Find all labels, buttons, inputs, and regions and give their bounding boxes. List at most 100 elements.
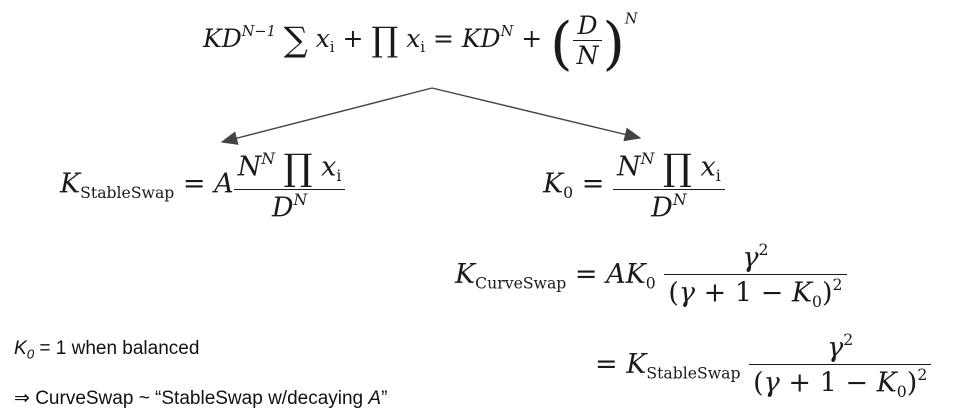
idx-i: i (715, 166, 721, 186)
var-k: K (543, 168, 564, 200)
plus-sign: + (788, 367, 812, 399)
exp-2: 2 (832, 274, 843, 294)
idx-i: i (420, 39, 425, 56)
sub-stableswap: StableSwap (80, 182, 175, 202)
var-gamma: γ (763, 367, 780, 399)
var-k: K (14, 338, 27, 359)
var-d: D (651, 192, 673, 224)
one: 1 (819, 367, 837, 399)
k-curveswap-equation-2: = KStableSwap γ2 (γ + 1 − K0)2 (595, 330, 932, 401)
equals-sign: = (432, 23, 454, 53)
exp-n: N (672, 190, 687, 209)
equals-sign: = (595, 348, 618, 380)
var-k: K (461, 23, 481, 53)
equals-sign: = (182, 168, 206, 200)
var-k: K (625, 258, 646, 290)
sum-symbol: ∑ (283, 19, 308, 59)
frac-den-n: N (572, 39, 603, 70)
denominator: (γ + 1 − K0)2 (749, 363, 932, 401)
k-stableswap-equation: KStableSwap = A NN ∏ xi DN (60, 146, 346, 224)
minus-sign: − (845, 367, 869, 399)
product-symbol: ∏ (283, 146, 313, 189)
k0-equation: K0 = NN ∏ xi DN (543, 146, 725, 224)
var-k: K (791, 277, 813, 309)
paren-open: ( (668, 277, 679, 309)
exp-n-minus-1: N−1 (241, 24, 276, 41)
conclusion-prefix: ⇒ CurveSwap ~ “StableSwap w/decaying (14, 388, 369, 409)
plus-sign: + (342, 23, 364, 53)
minus-sign: − (760, 277, 784, 309)
sub-0: 0 (563, 182, 574, 202)
plus-sign: + (703, 277, 727, 309)
var-a: A (214, 168, 234, 200)
exp-n: N (261, 148, 275, 168)
arrow-left (220, 87, 433, 145)
var-a: A (606, 258, 626, 290)
exp-n: N (500, 24, 514, 41)
var-k: K (876, 367, 897, 399)
denominator: DN (612, 189, 725, 224)
exp-n: N (293, 190, 308, 209)
exp-2: 2 (917, 364, 928, 384)
var-x: x (315, 23, 330, 53)
var-x: x (406, 23, 421, 53)
sub-0: 0 (26, 346, 35, 362)
product-symbol: ∏ (662, 146, 692, 189)
product-symbol: ∏ (371, 19, 399, 59)
var-gamma: γ (678, 277, 696, 309)
main-invariant-equation: KDN−1 ∑ xi + ∏ xi = KDN + (D N)N (203, 10, 638, 77)
exp-n: N (640, 148, 655, 168)
sub-0: 0 (896, 381, 907, 401)
equals-sign: = (574, 258, 598, 290)
arrow-right (431, 87, 642, 142)
var-k: K (60, 168, 81, 200)
plus-sign: + (521, 23, 543, 53)
paren-close: ) (822, 277, 833, 309)
right-paren: ) (602, 10, 625, 77)
var-k: K (626, 348, 647, 380)
var-d: D (221, 23, 242, 53)
var-x: x (700, 151, 716, 183)
idx-i: i (336, 166, 342, 186)
left-paren: ( (550, 10, 573, 77)
var-d: D (480, 23, 501, 53)
exp-2: 2 (843, 330, 854, 349)
numerator: γ2 (749, 330, 931, 364)
denominator: DN (233, 189, 346, 224)
sub-stableswap: StableSwap (646, 363, 741, 383)
sub-0: 0 (812, 291, 822, 311)
idx-i: i (329, 39, 335, 56)
sub-0: 0 (645, 273, 656, 293)
var-k: K (455, 258, 476, 290)
outer-exp-n: N (624, 11, 638, 28)
sub-curveswap: CurveSwap (475, 273, 567, 293)
paren-open: ( (753, 367, 764, 399)
denominator: (γ + 1 − K0)2 (664, 273, 847, 311)
equals-sign: = (581, 168, 605, 200)
one: 1 (734, 277, 753, 309)
var-n: N (616, 151, 641, 183)
numerator: NN ∏ xi (613, 146, 725, 189)
k0-balanced-note: K0 = 1 when balanced (14, 338, 199, 362)
gamma-fraction: γ2 (γ + 1 − K0)2 (749, 330, 932, 401)
frac-num-d: D (577, 10, 598, 40)
var-gamma: γ (742, 242, 759, 274)
exp-2: 2 (758, 240, 769, 259)
stableswap-fraction: NN ∏ xi DN (233, 146, 346, 224)
paren-close: ) (906, 367, 918, 399)
var-k: K (203, 23, 222, 53)
var-n: N (237, 151, 262, 183)
var-gamma: γ (827, 332, 844, 364)
var-x: x (321, 151, 337, 183)
note-text: = 1 when balanced (34, 338, 200, 359)
conclusion-note: ⇒ CurveSwap ~ “StableSwap w/decaying A” (14, 387, 387, 410)
k0-fraction: NN ∏ xi DN (612, 146, 725, 224)
numerator: γ2 (664, 240, 846, 274)
var-d: D (271, 192, 294, 224)
k-curveswap-equation: KCurveSwap = AK0 γ2 (γ + 1 − K0)2 (455, 240, 847, 311)
conclusion-suffix: ” (381, 388, 388, 409)
curveswap-fraction: γ2 (γ + 1 − K0)2 (664, 240, 847, 311)
conclusion-var-a: A (368, 388, 382, 409)
